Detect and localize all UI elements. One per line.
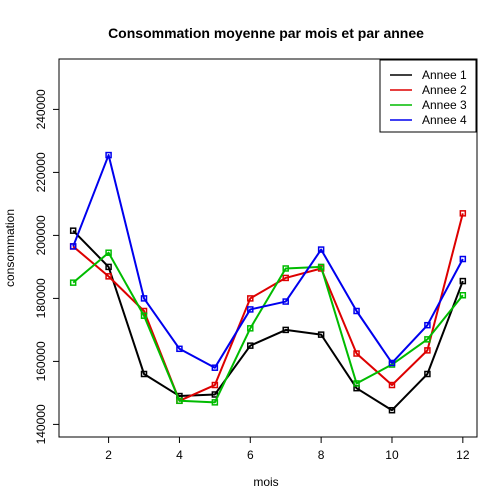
x-tick-label: 10 (385, 448, 399, 462)
data-point-annee-4 (388, 359, 396, 367)
data-point-annee-3 (353, 380, 360, 387)
legend-label-annee-1: Annee 1 (422, 68, 467, 82)
data-point-annee-2 (388, 381, 396, 389)
data-point-annee-4 (105, 151, 112, 159)
data-point-annee-4 (459, 255, 467, 263)
plot-area-frame (58, 58, 478, 438)
data-point-annee-2 (105, 273, 112, 280)
data-point-annee-3 (69, 279, 77, 286)
series-line-annee-4 (72, 154, 464, 369)
data-point-annee-4 (424, 321, 431, 329)
data-point-annee-3 (176, 397, 183, 405)
series-line-annee-1 (72, 229, 464, 412)
y-axis-label: consommation (3, 209, 17, 287)
data-point-annee-2 (282, 274, 289, 282)
data-point-annee-1 (247, 342, 254, 349)
y-tick-label: 140000 (34, 404, 48, 444)
data-point-annee-1 (388, 406, 396, 414)
data-point-annee-1 (69, 227, 77, 234)
data-point-annee-1 (459, 277, 467, 285)
x-axis: 2 4 6 8 10 12 (105, 437, 470, 462)
x-axis-label: mois (253, 475, 278, 489)
legend-label-annee-2: Annee 2 (422, 83, 467, 97)
data-point-annee-3 (424, 336, 431, 343)
data-point-annee-3 (211, 399, 219, 406)
data-point-annee-1 (105, 263, 112, 271)
data-point-annee-4 (211, 364, 219, 371)
chart-title: Consommation moyenne par mois et par ann… (108, 25, 424, 41)
data-point-annee-3 (105, 249, 112, 256)
data-point-annee-2 (459, 210, 467, 217)
data-point-annee-2 (211, 381, 219, 389)
series-line-annee-2 (72, 213, 464, 402)
legend-label-annee-3: Annee 3 (422, 98, 467, 112)
data-point-annee-2 (247, 295, 254, 302)
x-tick-label: 8 (318, 448, 325, 462)
y-tick-label: 240000 (34, 89, 48, 129)
data-point-annee-3 (317, 263, 325, 271)
data-point-annee-4 (69, 243, 77, 250)
x-tick-label: 12 (456, 448, 470, 462)
series-line-annee-3 (72, 251, 464, 404)
data-point-annee-2 (424, 347, 431, 354)
x-tick-label: 2 (105, 448, 112, 462)
y-tick-label: 200000 (34, 215, 48, 255)
data-point-annee-4 (140, 295, 148, 302)
data-point-annee-3 (282, 265, 289, 272)
data-point-annee-1 (140, 370, 148, 378)
data-point-annee-3 (140, 312, 148, 319)
x-tick-label: 4 (176, 448, 183, 462)
data-point-annee-1 (424, 370, 431, 378)
data-point-annee-4 (353, 307, 360, 315)
legend-label-annee-4: Annee 4 (422, 113, 467, 127)
y-tick-label: 180000 (34, 278, 48, 318)
x-tick-label: 6 (247, 448, 254, 462)
data-point-annee-1 (211, 391, 219, 398)
y-tick-label: 220000 (34, 152, 48, 192)
data-point-annee-1 (282, 326, 289, 334)
data-point-annee-2 (353, 350, 360, 357)
data-point-annee-4 (317, 246, 325, 253)
data-point-annee-3 (247, 325, 254, 332)
y-axis: 140000 160000 180000 200000 220000 240000 (34, 89, 59, 444)
series-layer (69, 151, 467, 414)
data-point-annee-4 (247, 306, 254, 313)
data-point-annee-4 (282, 298, 289, 305)
data-point-annee-1 (317, 331, 325, 338)
data-point-annee-4 (176, 345, 183, 353)
data-point-annee-3 (459, 292, 467, 299)
y-tick-label: 160000 (34, 341, 48, 381)
